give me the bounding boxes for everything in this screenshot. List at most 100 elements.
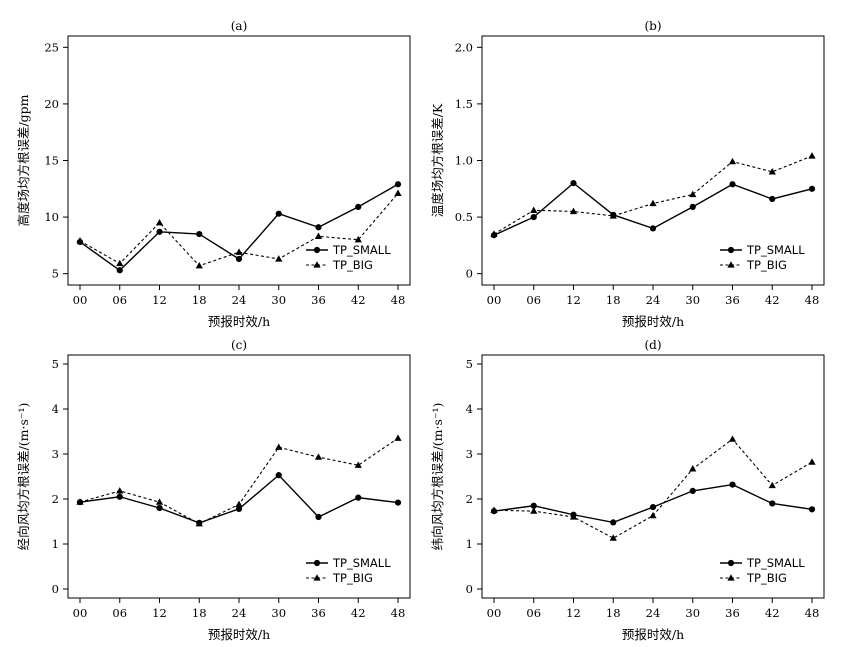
x-tick-label: 00 [487,606,502,620]
y-tick-label: 0.5 [455,210,473,224]
data-point-circle [235,505,243,512]
x-tick-label: 48 [805,606,820,620]
data-point-circle [649,225,657,232]
x-axis-label: 预报时效/h [622,627,684,642]
data-point-circle [729,481,736,488]
legend-label: TP_BIG [746,258,787,272]
x-tick-label: 42 [765,606,780,620]
y-tick-label: 5 [52,267,59,281]
legend-marker-triangle [727,261,735,268]
legend-marker-circle [313,559,321,567]
y-tick-label: 20 [44,97,59,111]
x-tick-label: 06 [112,606,127,620]
data-point-circle [196,230,203,238]
x-tick-label: 36 [725,606,740,620]
y-tick-label: 1 [466,537,473,551]
x-tick-label: 36 [311,293,326,307]
x-tick-label: 00 [73,606,88,620]
panel-1: (b) 00 06 12 18 24 30 36 42 48 0 0.5 1.0 1.5 2.0 预报时效/h… [430,19,825,329]
x-tick-label: 06 [112,293,127,307]
data-point-circle [235,255,243,263]
x-tick-label: 30 [685,293,700,307]
panel-title: (a) [231,19,248,33]
x-tick-label: 12 [152,606,167,620]
data-point-triangle [235,248,243,255]
y-tick-label: 15 [44,154,59,168]
y-axis-label: 高度场均方根误差/gpm [16,94,31,226]
x-tick-label: 24 [646,293,661,307]
data-point-triangle [569,513,578,520]
legend-marker-circle [313,246,321,254]
legend-marker-triangle [313,574,321,581]
x-tick-label: 24 [232,293,247,307]
data-point-circle [610,519,617,526]
y-tick-label: 4 [466,402,473,416]
data-point-circle [729,181,736,188]
x-tick-label: 36 [725,293,740,307]
data-point-triangle [728,435,737,442]
data-point-circle [116,267,123,274]
y-tick-label: 4 [52,402,59,416]
data-point-triangle [530,507,538,514]
x-tick-label: 30 [271,606,286,620]
x-tick-label: 06 [526,293,541,307]
data-point-circle [530,213,537,221]
data-point-circle [275,472,282,479]
x-axis-label: 预报时效/h [208,314,270,329]
y-axis-label: 纬向风均方根误差/(m·s⁻¹) [430,403,445,551]
data-point-circle [156,228,163,235]
series-line-TP_BIG [493,438,813,539]
data-point-triangle [76,498,84,505]
x-tick-label: 12 [152,293,167,307]
x-tick-label: 24 [646,606,661,620]
x-tick-label: 48 [805,293,820,307]
y-tick-label: 0 [52,582,59,596]
data-point-triangle [808,458,816,465]
data-point-triangle [354,235,362,243]
data-point-triangle [609,534,617,541]
series-line-TP_BIG [79,192,399,267]
y-tick-label: 2.0 [455,40,473,54]
legend-label: TP_SMALL [332,556,391,570]
data-point-triangle [569,207,578,215]
panel-0: (a) 00 06 12 18 24 30 36 42 48 5 10 15 20 25 预报时效/h 高度场均… [16,19,411,329]
x-tick-label: 48 [391,293,406,307]
y-tick-label: 10 [44,210,59,224]
x-axis-label: 预报时效/h [622,314,684,329]
data-point-triangle [689,465,697,472]
data-point-triangle [808,152,816,159]
data-point-circle [355,494,362,501]
y-tick-label: 2 [466,492,473,506]
x-tick-label: 48 [391,606,406,620]
data-point-triangle [768,481,776,489]
x-tick-label: 24 [232,606,247,620]
y-tick-label: 0 [466,582,473,596]
x-tick-label: 42 [351,293,366,307]
x-tick-label: 36 [311,606,326,620]
data-point-circle [689,203,696,211]
data-point-triangle [195,261,203,269]
data-point-triangle [530,206,538,213]
data-point-circle [394,181,402,188]
data-point-triangle [155,218,164,226]
data-point-circle [355,203,362,211]
data-point-triangle [155,498,164,505]
panel-2: (c)00 06 12 18 24 30 36 42 48012345预报时效/h经向风均方根误… [16,338,411,642]
x-tick-label: 18 [606,293,621,307]
legend-label: TP_BIG [746,571,787,585]
y-tick-label: 2 [52,492,59,506]
data-point-circle [315,224,322,231]
y-tick-label: 3 [466,447,473,461]
y-tick-label: 1.0 [455,154,473,168]
data-point-triangle [314,453,323,460]
data-point-triangle [275,255,283,262]
data-point-triangle [235,500,243,508]
data-point-triangle [649,199,657,207]
data-point-triangle [490,230,498,237]
series-line-TP_SMALL [79,474,399,524]
panel-title: (d) [644,338,661,352]
panel-title: (c) [231,338,247,352]
legend-label: TP_BIG [332,571,373,585]
x-tick-label: 18 [606,606,621,620]
